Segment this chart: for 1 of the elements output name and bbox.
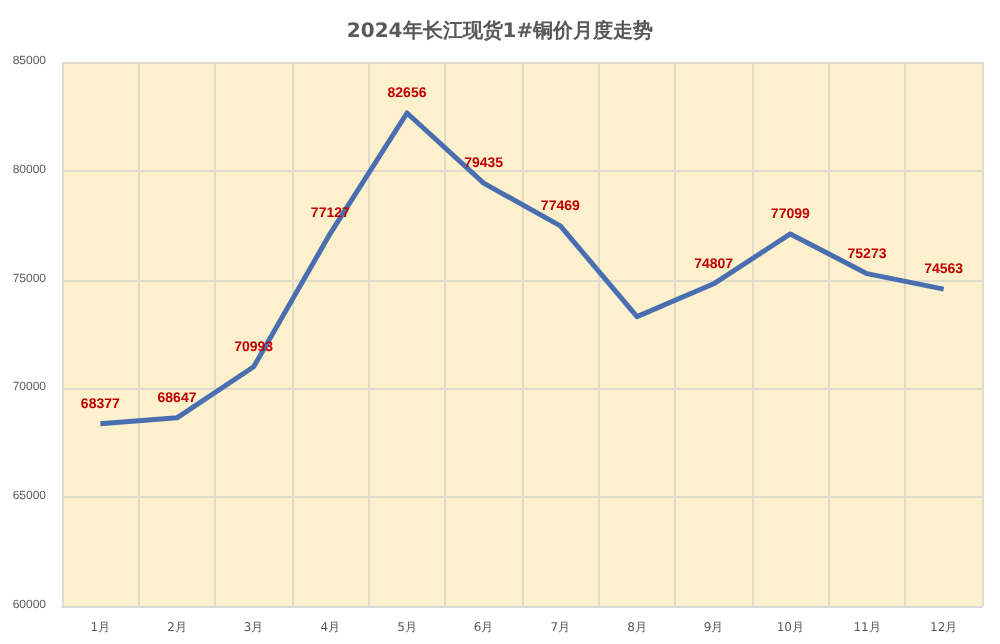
chart-title: 2024年长江现货1#铜价月度走势	[346, 19, 654, 43]
